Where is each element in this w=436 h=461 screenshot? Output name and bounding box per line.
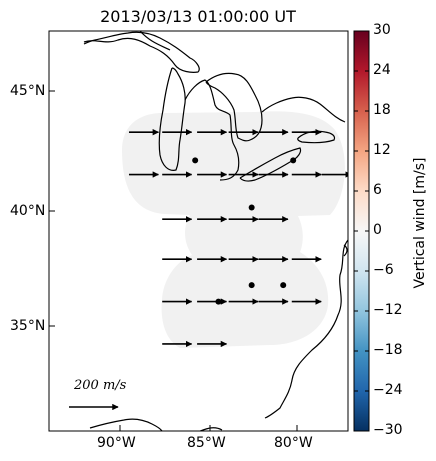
colorbar-tick: 30 [373,22,391,38]
coverage-region [122,111,345,348]
colorbar-tick: −24 [373,382,403,398]
axis-ticks [49,90,298,431]
lat-label-35n: 35°N [10,318,46,334]
lat-label-40n: 40°N [10,203,46,219]
lat-label-45n: 45°N [10,83,46,99]
lon-label-85w: 85°W [187,435,226,451]
colorbar-tick: 24 [373,62,391,78]
colorbar-ticks [354,30,369,432]
station-marker [248,282,255,289]
colorbar-tick: 18 [373,102,391,118]
colorbar-label: Vertical wind [m/s] [412,157,428,289]
map-title: 2013/03/13 01:00:00 UT [100,7,296,26]
lon-label-80w: 80°W [274,435,313,451]
colorbar-tick: −18 [373,342,403,358]
station-markers [192,157,297,305]
station-marker [192,157,199,164]
station-marker [248,204,255,211]
colorbar-tick: −6 [373,262,394,278]
colorbar-tick: −12 [373,302,403,318]
scale-arrow-label: 200 m/s [74,378,127,393]
colorbar-tick: −30 [373,422,403,438]
map-frame [48,30,349,432]
colorbar-tick: 6 [373,182,382,198]
wind-vectors [128,128,348,348]
lon-label-90w: 90°W [97,435,136,451]
colorbar-tick: 12 [373,142,391,158]
colorbar-tick: 0 [373,222,382,238]
station-marker [290,157,297,164]
station-marker [215,298,222,305]
station-marker [280,282,287,289]
